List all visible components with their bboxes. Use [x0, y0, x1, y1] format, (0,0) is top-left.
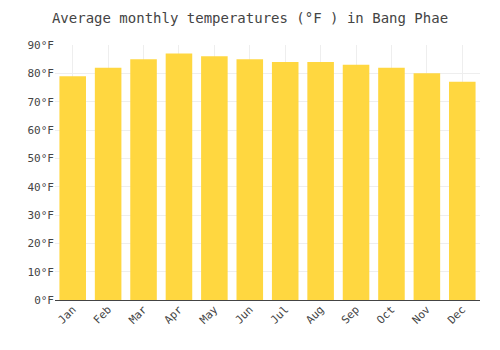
svg-text:Feb: Feb: [91, 303, 114, 326]
svg-text:20°F: 20°F: [28, 237, 55, 250]
svg-text:Jun: Jun: [233, 303, 256, 326]
svg-text:Nov: Nov: [410, 303, 434, 327]
svg-text:10°F: 10°F: [28, 266, 55, 279]
svg-text:Oct: Oct: [374, 303, 397, 326]
svg-text:Dec: Dec: [445, 303, 468, 326]
svg-text:Apr: Apr: [162, 303, 186, 327]
svg-text:50°F: 50°F: [28, 152, 55, 165]
svg-text:Average monthly temperatures (: Average monthly temperatures (°F ) in Ba…: [52, 10, 448, 26]
svg-text:90°F: 90°F: [28, 39, 55, 52]
svg-text:40°F: 40°F: [28, 181, 55, 194]
svg-text:30°F: 30°F: [28, 209, 55, 222]
svg-text:60°F: 60°F: [28, 124, 55, 137]
svg-text:Aug: Aug: [303, 303, 326, 326]
svg-text:0°F: 0°F: [34, 294, 54, 307]
svg-text:70°F: 70°F: [28, 96, 55, 109]
svg-text:May: May: [197, 303, 221, 327]
svg-text:Sep: Sep: [339, 303, 362, 326]
svg-text:Jul: Jul: [268, 303, 291, 326]
svg-text:Mar: Mar: [126, 303, 150, 327]
svg-text:Jan: Jan: [55, 303, 78, 326]
svg-text:80°F: 80°F: [28, 67, 55, 80]
